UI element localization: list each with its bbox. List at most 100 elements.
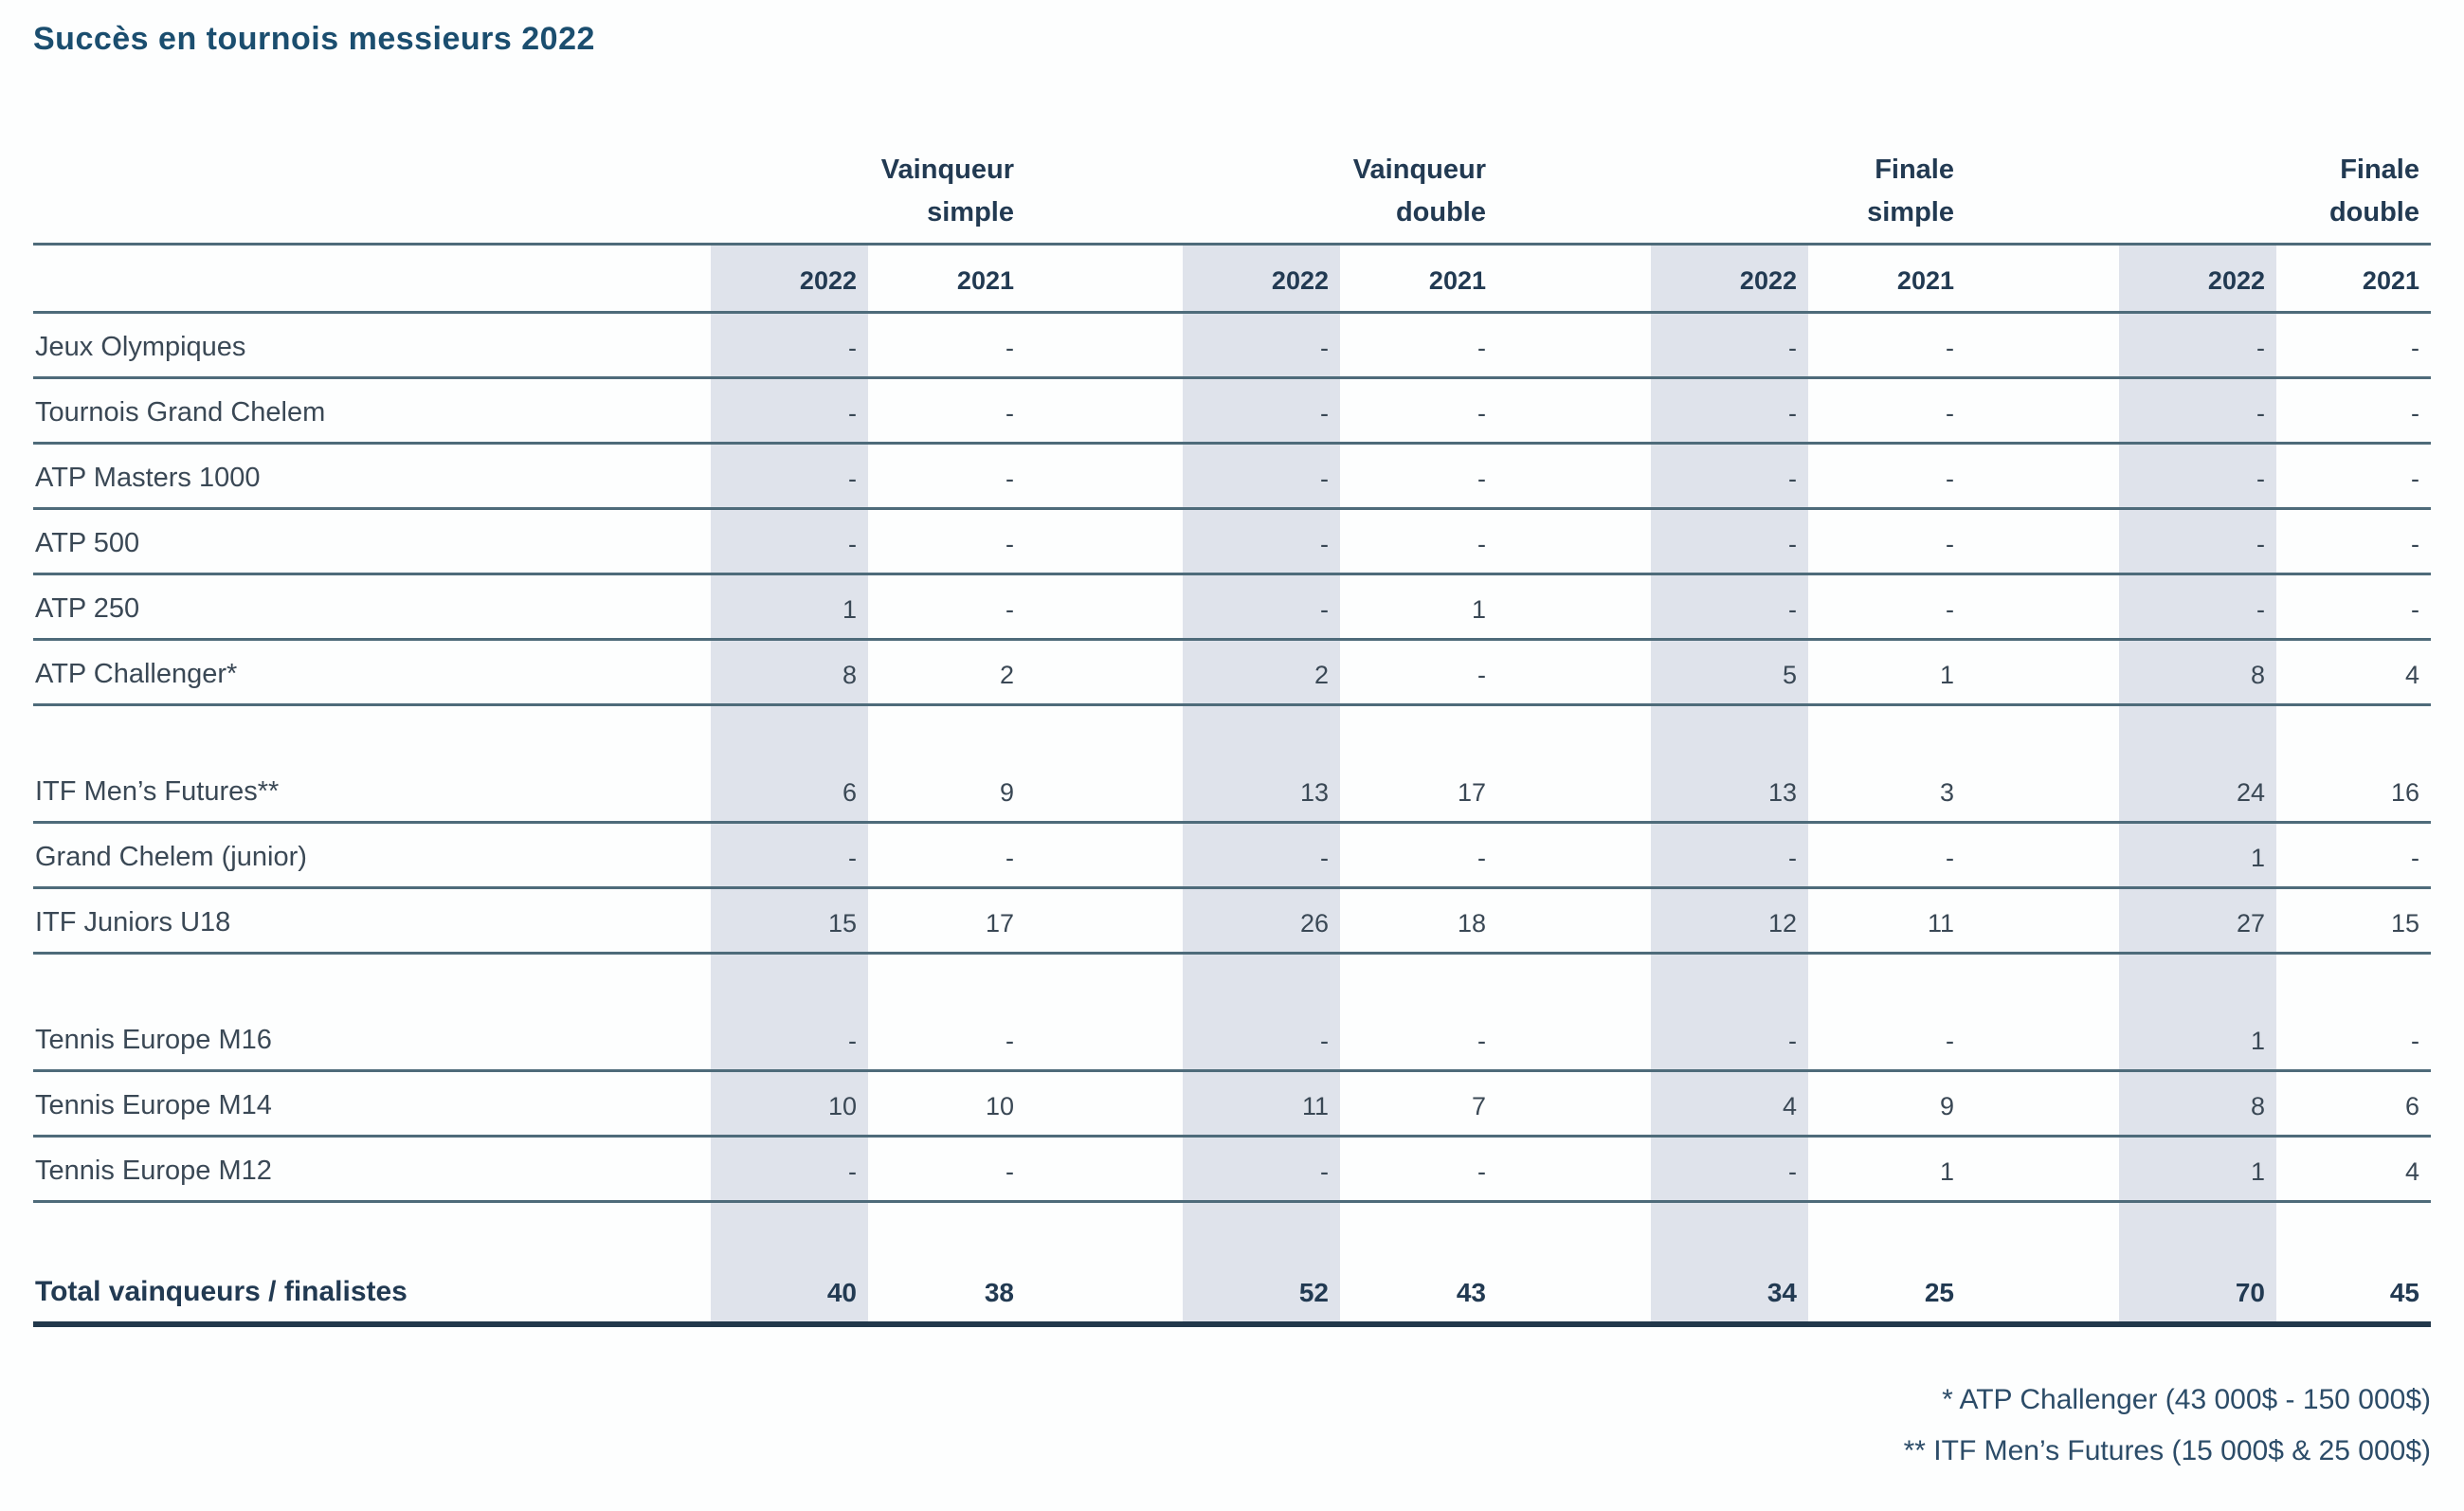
value-cell: -: [1006, 530, 1014, 558]
row-label: Tennis Europe M14: [35, 1090, 272, 1120]
value-cell: 9: [1939, 1092, 1954, 1120]
value-cell: 15: [2390, 909, 2419, 938]
group-header-finale-double: Finale double: [2328, 155, 2419, 228]
table-row: ATP Masters 1000 - - - - - - - -: [33, 445, 2431, 510]
value-cell: -: [1651, 379, 1808, 442]
value-cell: -: [711, 445, 868, 507]
value-cell: -: [1651, 824, 1808, 886]
value-cell: 10: [985, 1092, 1014, 1120]
value-cell: 3: [1939, 778, 1954, 807]
value-cell: 4: [2404, 661, 2419, 689]
value-cell: -: [1006, 1027, 1014, 1055]
value-cell: -: [1651, 445, 1808, 507]
value-cell: 13: [1651, 758, 1808, 821]
value-cell: -: [1651, 1007, 1808, 1069]
page-title: Succès en tournois messieurs 2022: [33, 21, 595, 57]
group-header-vainqueur-double: Vainqueur double: [1352, 155, 1486, 228]
value-cell: 25: [1924, 1278, 1954, 1307]
row-label: Total vainqueurs / finalistes: [35, 1276, 408, 1307]
value-cell: 5: [1651, 641, 1808, 703]
shaded-column-spacer: [1651, 1203, 1808, 1255]
value-cell: 4: [2404, 1157, 2419, 1186]
value-cell: -: [1477, 661, 1486, 689]
year-header: 2022: [1183, 246, 1340, 311]
year-header: 2022: [711, 246, 868, 311]
value-cell: -: [1183, 314, 1340, 376]
value-cell: -: [1183, 575, 1340, 638]
value-cell: -: [1477, 1157, 1486, 1186]
value-cell: 43: [1456, 1278, 1486, 1307]
value-cell: -: [1651, 575, 1808, 638]
value-cell: 26: [1183, 889, 1340, 952]
footnotes: * ATP Challenger (43 000$ - 150 000$) **…: [33, 1374, 2431, 1477]
spacer-row: [33, 706, 2431, 758]
value-cell: 9: [999, 778, 1014, 807]
year-header: 2021: [1896, 266, 1954, 295]
spacer-row: [33, 955, 2431, 1007]
group-header-vainqueur-simple: Vainqueur simple: [880, 155, 1014, 228]
value-cell: -: [1006, 595, 1014, 624]
value-cell: -: [1006, 464, 1014, 493]
value-cell: 10: [711, 1072, 868, 1135]
shaded-column-spacer: [2119, 955, 2276, 1007]
value-cell: 13: [1183, 758, 1340, 821]
value-cell: 34: [1651, 1255, 1808, 1321]
value-cell: -: [711, 379, 868, 442]
value-cell: -: [2411, 399, 2419, 428]
value-cell: -: [1183, 510, 1340, 573]
value-cell: 1: [2119, 1007, 2276, 1069]
table-body: Jeux Olympiques - - - - - - - - Tournois Grand Ch…: [33, 314, 2431, 1327]
row-label: ATP Masters 1000: [35, 463, 261, 493]
value-cell: -: [711, 1138, 868, 1200]
table-row: ITF Men’s Futures** 6 9 13 17 13 3 24 16: [33, 758, 2431, 824]
shaded-column-spacer: [711, 955, 868, 1007]
year-header: 2021: [956, 266, 1014, 295]
value-cell: -: [1006, 399, 1014, 428]
value-cell: -: [1946, 334, 1954, 362]
group-header-finale-simple: Finale simple: [1867, 155, 1954, 228]
value-cell: 24: [2119, 758, 2276, 821]
table-row: Grand Chelem (junior) - - - - - - 1 -: [33, 824, 2431, 889]
shaded-column-spacer: [2119, 1203, 2276, 1255]
value-cell: -: [1183, 1007, 1340, 1069]
spacer-row: [33, 1203, 2431, 1255]
row-label: Grand Chelem (junior): [35, 842, 307, 872]
value-cell: -: [1946, 595, 1954, 624]
value-cell: -: [1006, 1157, 1014, 1186]
table-row: Tournois Grand Chelem - - - - - - - -: [33, 379, 2431, 445]
value-cell: 12: [1651, 889, 1808, 952]
value-cell: 1: [1471, 595, 1486, 624]
table-row: ATP 250 1 - - 1 - - - -: [33, 575, 2431, 641]
value-cell: -: [1477, 844, 1486, 872]
row-label: ATP Challenger*: [35, 659, 238, 689]
value-cell: -: [711, 1007, 868, 1069]
value-cell: -: [1477, 1027, 1486, 1055]
shaded-column-spacer: [1651, 955, 1808, 1007]
value-cell: 27: [2119, 889, 2276, 952]
value-cell: 1: [2119, 1138, 2276, 1200]
value-cell: -: [2411, 530, 2419, 558]
shaded-column-spacer: [711, 1203, 868, 1255]
row-label: Tennis Europe M16: [35, 1025, 272, 1055]
row-label: Tournois Grand Chelem: [35, 397, 326, 428]
value-cell: -: [1183, 1138, 1340, 1200]
value-cell: -: [2119, 314, 2276, 376]
value-cell: 52: [1183, 1255, 1340, 1321]
value-cell: 15: [711, 889, 868, 952]
value-cell: 8: [2119, 1072, 2276, 1135]
value-cell: -: [1946, 530, 1954, 558]
value-cell: 1: [1939, 1157, 1954, 1186]
table-row: Tennis Europe M16 - - - - - - 1 -: [33, 1007, 2431, 1072]
value-cell: -: [1946, 399, 1954, 428]
value-cell: 11: [1927, 909, 1954, 938]
shaded-column-spacer: [1651, 706, 1808, 758]
value-cell: -: [1183, 445, 1340, 507]
value-cell: -: [2119, 510, 2276, 573]
value-cell: 11: [1183, 1072, 1340, 1135]
value-cell: 16: [2390, 778, 2419, 807]
value-cell: -: [2411, 464, 2419, 493]
year-header: 2021: [1428, 266, 1486, 295]
shaded-column-spacer: [711, 706, 868, 758]
group-header-row: Vainqueur simple Vainqueur double Finale…: [33, 149, 2431, 246]
